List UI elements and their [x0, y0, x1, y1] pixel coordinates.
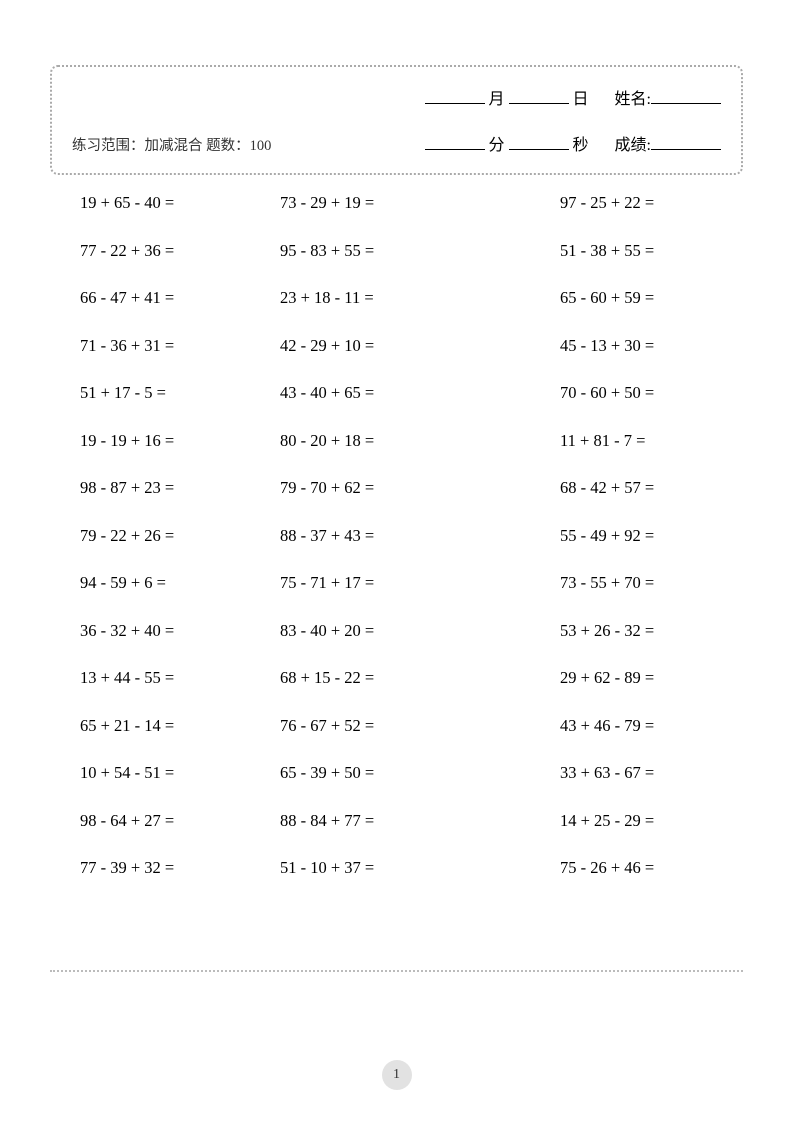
- problem-cell: 88 - 84 + 77 =: [280, 811, 520, 831]
- second-blank: [509, 134, 569, 150]
- date-name-fields: 月 日 姓名:: [425, 85, 721, 109]
- problem-cell: 33 + 63 - 67 =: [520, 763, 713, 783]
- problem-cell: 76 - 67 + 52 =: [280, 716, 520, 736]
- second-label: 秒: [573, 131, 589, 155]
- problem-cell: 97 - 25 + 22 =: [520, 193, 713, 213]
- problem-cell: 77 - 39 + 32 =: [80, 858, 280, 878]
- problem-cell: 11 + 81 - 7 =: [520, 431, 713, 451]
- header-row-date-name: 月 日 姓名:: [72, 85, 721, 109]
- problem-cell: 77 - 22 + 36 =: [80, 241, 280, 261]
- bottom-divider: [50, 970, 743, 972]
- problem-row: 10 + 54 - 51 =65 - 39 + 50 =33 + 63 - 67…: [80, 763, 713, 783]
- minute-blank: [425, 134, 485, 150]
- problem-cell: 43 + 46 - 79 =: [520, 716, 713, 736]
- header-box: 月 日 姓名: 练习范围：加减混合 题数：100 分 秒 成绩:: [50, 65, 743, 175]
- problem-cell: 98 - 64 + 27 =: [80, 811, 280, 831]
- page-number: 1: [393, 1067, 400, 1083]
- problem-cell: 55 - 49 + 92 =: [520, 526, 713, 546]
- problems-grid: 19 + 65 - 40 =73 - 29 + 19 =97 - 25 + 22…: [50, 193, 743, 878]
- problem-cell: 80 - 20 + 18 =: [280, 431, 520, 451]
- problem-row: 51 + 17 - 5 =43 - 40 + 65 =70 - 60 + 50 …: [80, 383, 713, 403]
- minute-label: 分: [489, 131, 505, 155]
- score-label: 成绩:: [615, 131, 651, 155]
- month-label: 月: [489, 85, 505, 109]
- problem-cell: 51 - 38 + 55 =: [520, 241, 713, 261]
- problem-cell: 42 - 29 + 10 =: [280, 336, 520, 356]
- name-label: 姓名:: [615, 85, 651, 109]
- problem-cell: 53 + 26 - 32 =: [520, 621, 713, 641]
- header-row-info-time: 练习范围：加减混合 题数：100 分 秒 成绩:: [72, 131, 721, 155]
- problem-cell: 10 + 54 - 51 =: [80, 763, 280, 783]
- problem-row: 77 - 39 + 32 =51 - 10 + 37 =75 - 26 + 46…: [80, 858, 713, 878]
- problem-cell: 65 - 60 + 59 =: [520, 288, 713, 308]
- problem-cell: 68 + 15 - 22 =: [280, 668, 520, 688]
- day-blank: [509, 88, 569, 104]
- problem-row: 71 - 36 + 31 =42 - 29 + 10 =45 - 13 + 30…: [80, 336, 713, 356]
- problem-cell: 98 - 87 + 23 =: [80, 478, 280, 498]
- problem-cell: 36 - 32 + 40 =: [80, 621, 280, 641]
- problem-cell: 51 - 10 + 37 =: [280, 858, 520, 878]
- problem-row: 65 + 21 - 14 =76 - 67 + 52 =43 + 46 - 79…: [80, 716, 713, 736]
- problem-cell: 71 - 36 + 31 =: [80, 336, 280, 356]
- score-blank: [651, 134, 721, 150]
- problem-cell: 43 - 40 + 65 =: [280, 383, 520, 403]
- problem-row: 98 - 87 + 23 =79 - 70 + 62 =68 - 42 + 57…: [80, 478, 713, 498]
- problem-cell: 75 - 26 + 46 =: [520, 858, 713, 878]
- problem-row: 77 - 22 + 36 =95 - 83 + 55 =51 - 38 + 55…: [80, 241, 713, 261]
- month-blank: [425, 88, 485, 104]
- problem-row: 13 + 44 - 55 =68 + 15 - 22 =29 + 62 - 89…: [80, 668, 713, 688]
- page-number-badge: 1: [382, 1060, 412, 1090]
- problem-cell: 73 - 55 + 70 =: [520, 573, 713, 593]
- problem-row: 94 - 59 + 6 =75 - 71 + 17 =73 - 55 + 70 …: [80, 573, 713, 593]
- problem-cell: 70 - 60 + 50 =: [520, 383, 713, 403]
- problem-cell: 75 - 71 + 17 =: [280, 573, 520, 593]
- problem-cell: 68 - 42 + 57 =: [520, 478, 713, 498]
- range-info: 练习范围：加减混合 题数：100: [72, 134, 271, 155]
- problem-cell: 19 - 19 + 16 =: [80, 431, 280, 451]
- problem-cell: 83 - 40 + 20 =: [280, 621, 520, 641]
- problem-cell: 13 + 44 - 55 =: [80, 668, 280, 688]
- problem-cell: 29 + 62 - 89 =: [520, 668, 713, 688]
- problem-row: 66 - 47 + 41 =23 + 18 - 11 =65 - 60 + 59…: [80, 288, 713, 308]
- problem-cell: 51 + 17 - 5 =: [80, 383, 280, 403]
- time-score-fields: 分 秒 成绩:: [425, 131, 721, 155]
- problem-row: 19 + 65 - 40 =73 - 29 + 19 =97 - 25 + 22…: [80, 193, 713, 213]
- problem-row: 36 - 32 + 40 =83 - 40 + 20 =53 + 26 - 32…: [80, 621, 713, 641]
- problem-row: 98 - 64 + 27 =88 - 84 + 77 =14 + 25 - 29…: [80, 811, 713, 831]
- problem-row: 19 - 19 + 16 =80 - 20 + 18 =11 + 81 - 7 …: [80, 431, 713, 451]
- problem-cell: 66 - 47 + 41 =: [80, 288, 280, 308]
- problem-cell: 65 + 21 - 14 =: [80, 716, 280, 736]
- problem-cell: 94 - 59 + 6 =: [80, 573, 280, 593]
- name-blank: [651, 88, 721, 104]
- problem-cell: 19 + 65 - 40 =: [80, 193, 280, 213]
- problem-cell: 95 - 83 + 55 =: [280, 241, 520, 261]
- problem-cell: 45 - 13 + 30 =: [520, 336, 713, 356]
- day-label: 日: [573, 85, 589, 109]
- problem-cell: 14 + 25 - 29 =: [520, 811, 713, 831]
- problem-row: 79 - 22 + 26 =88 - 37 + 43 =55 - 49 + 92…: [80, 526, 713, 546]
- problem-cell: 73 - 29 + 19 =: [280, 193, 520, 213]
- problem-cell: 65 - 39 + 50 =: [280, 763, 520, 783]
- problem-cell: 88 - 37 + 43 =: [280, 526, 520, 546]
- problem-cell: 79 - 70 + 62 =: [280, 478, 520, 498]
- problem-cell: 79 - 22 + 26 =: [80, 526, 280, 546]
- problem-cell: 23 + 18 - 11 =: [280, 288, 520, 308]
